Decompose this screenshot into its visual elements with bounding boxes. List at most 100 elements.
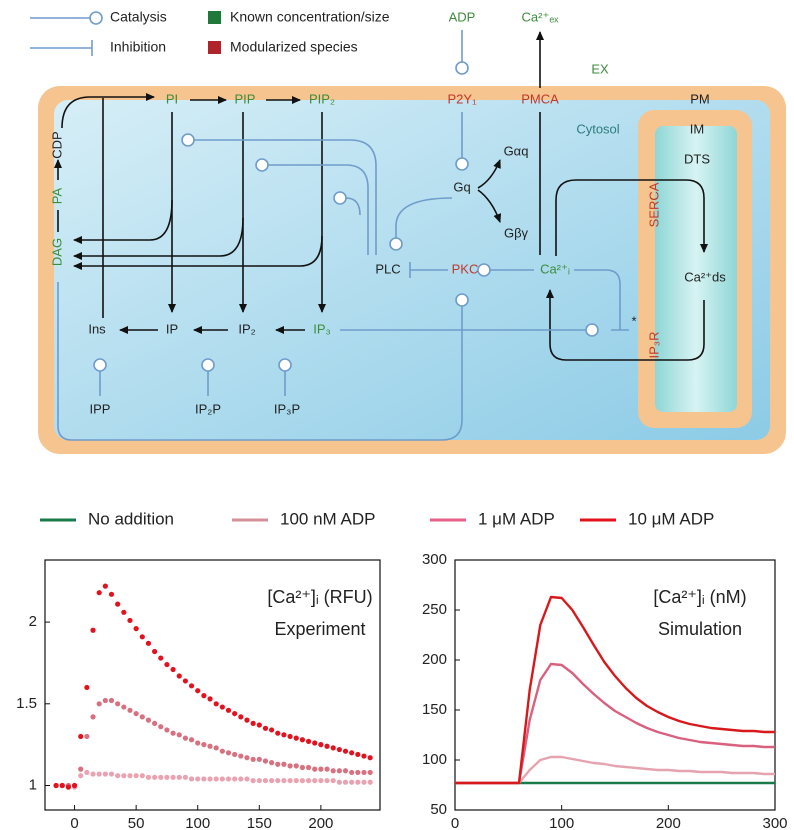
data-point bbox=[318, 767, 323, 772]
data-point bbox=[368, 755, 373, 760]
data-point bbox=[164, 662, 169, 667]
data-point bbox=[226, 750, 231, 755]
data-point bbox=[60, 783, 65, 788]
data-point bbox=[331, 778, 336, 783]
x-tick-label: 100 bbox=[549, 815, 574, 830]
data-point bbox=[331, 745, 336, 750]
x-tick-label: 100 bbox=[185, 815, 210, 830]
data-point bbox=[287, 734, 292, 739]
legend-label: Inhibition bbox=[110, 39, 166, 55]
data-point bbox=[158, 775, 163, 780]
data-point bbox=[140, 773, 145, 778]
data-point bbox=[361, 780, 366, 785]
annotation: * bbox=[631, 313, 636, 328]
x-tick-label: 0 bbox=[70, 815, 78, 830]
data-point bbox=[195, 740, 200, 745]
data-point bbox=[109, 592, 114, 597]
data-point bbox=[263, 758, 268, 763]
data-point bbox=[97, 701, 102, 706]
data-point bbox=[97, 771, 102, 776]
data-point bbox=[287, 763, 292, 768]
data-point bbox=[121, 773, 126, 778]
data-point bbox=[183, 736, 188, 741]
chart: 05010015020011.52[Ca²⁺]ᵢ (RFU)Experiment bbox=[16, 560, 380, 830]
data-point bbox=[103, 584, 108, 589]
data-point bbox=[183, 678, 188, 683]
data-point bbox=[220, 704, 225, 709]
node-label: Ca²⁺ds bbox=[684, 269, 726, 284]
data-point bbox=[343, 768, 348, 773]
data-point bbox=[244, 776, 249, 781]
data-point bbox=[361, 770, 366, 775]
data-point bbox=[355, 770, 360, 775]
data-point bbox=[306, 739, 311, 744]
data-point bbox=[90, 714, 95, 719]
data-point bbox=[140, 714, 145, 719]
node-label: IP₃P bbox=[274, 401, 300, 416]
data-point bbox=[324, 767, 329, 772]
data-point bbox=[269, 727, 274, 732]
data-point bbox=[127, 773, 132, 778]
node-label: IP₂P bbox=[195, 401, 221, 416]
data-point bbox=[275, 731, 280, 736]
data-point bbox=[368, 780, 373, 785]
legend-label: No addition bbox=[88, 509, 174, 528]
legend-label: Modularized species bbox=[230, 39, 358, 55]
data-point bbox=[214, 776, 219, 781]
series-line bbox=[455, 757, 775, 783]
compartment-label: PM bbox=[690, 91, 710, 106]
data-point bbox=[127, 708, 132, 713]
figure: Catalysis Inhibition Known concentration… bbox=[0, 0, 794, 830]
legend-label: 100 nM ADP bbox=[280, 509, 375, 528]
data-point bbox=[349, 780, 354, 785]
data-point bbox=[134, 626, 139, 631]
data-point bbox=[177, 732, 182, 737]
data-point bbox=[257, 757, 262, 762]
node-label: PIP bbox=[235, 91, 256, 106]
x-tick-label: 200 bbox=[656, 815, 681, 830]
node-label: IP₃R bbox=[646, 332, 661, 359]
data-point bbox=[238, 776, 243, 781]
data-point bbox=[152, 649, 157, 654]
node-label: IPP bbox=[90, 401, 111, 416]
compartment-label: DTS bbox=[684, 151, 710, 166]
data-point bbox=[269, 760, 274, 765]
node-label: Gαq bbox=[504, 143, 529, 158]
data-point bbox=[355, 752, 360, 757]
data-point bbox=[214, 701, 219, 706]
data-point bbox=[134, 711, 139, 716]
catalysis-head bbox=[90, 12, 102, 24]
data-point bbox=[170, 667, 175, 672]
legend-label: Catalysis bbox=[110, 9, 167, 25]
compartment-label: EX bbox=[591, 61, 609, 76]
data-point bbox=[300, 778, 305, 783]
node-label: P2Y₁ bbox=[448, 91, 478, 106]
data-point bbox=[226, 708, 231, 713]
data-point bbox=[361, 753, 366, 758]
node-label: Gq bbox=[453, 179, 470, 194]
data-point bbox=[232, 752, 237, 757]
data-point bbox=[331, 768, 336, 773]
data-point bbox=[84, 770, 89, 775]
data-point bbox=[281, 732, 286, 737]
data-point bbox=[318, 778, 323, 783]
data-point bbox=[287, 778, 292, 783]
data-point bbox=[220, 776, 225, 781]
data-point bbox=[337, 747, 342, 752]
y-tick-label: 2 bbox=[29, 613, 37, 630]
x-tick-label: 300 bbox=[762, 815, 787, 830]
y-tick-label: 300 bbox=[422, 551, 447, 568]
data-point bbox=[312, 767, 317, 772]
y-tick-label: 1 bbox=[29, 776, 37, 793]
data-point bbox=[294, 736, 299, 741]
node-label: DAG bbox=[49, 238, 64, 266]
data-point bbox=[66, 785, 71, 790]
data-point bbox=[189, 683, 194, 688]
data-point bbox=[189, 776, 194, 781]
annotation: [Ca²⁺]ᵢ (RFU) bbox=[267, 587, 372, 607]
diagram-legend: Catalysis Inhibition Known concentration… bbox=[30, 9, 390, 56]
data-point bbox=[355, 780, 360, 785]
data-point bbox=[281, 778, 286, 783]
data-point bbox=[232, 776, 237, 781]
